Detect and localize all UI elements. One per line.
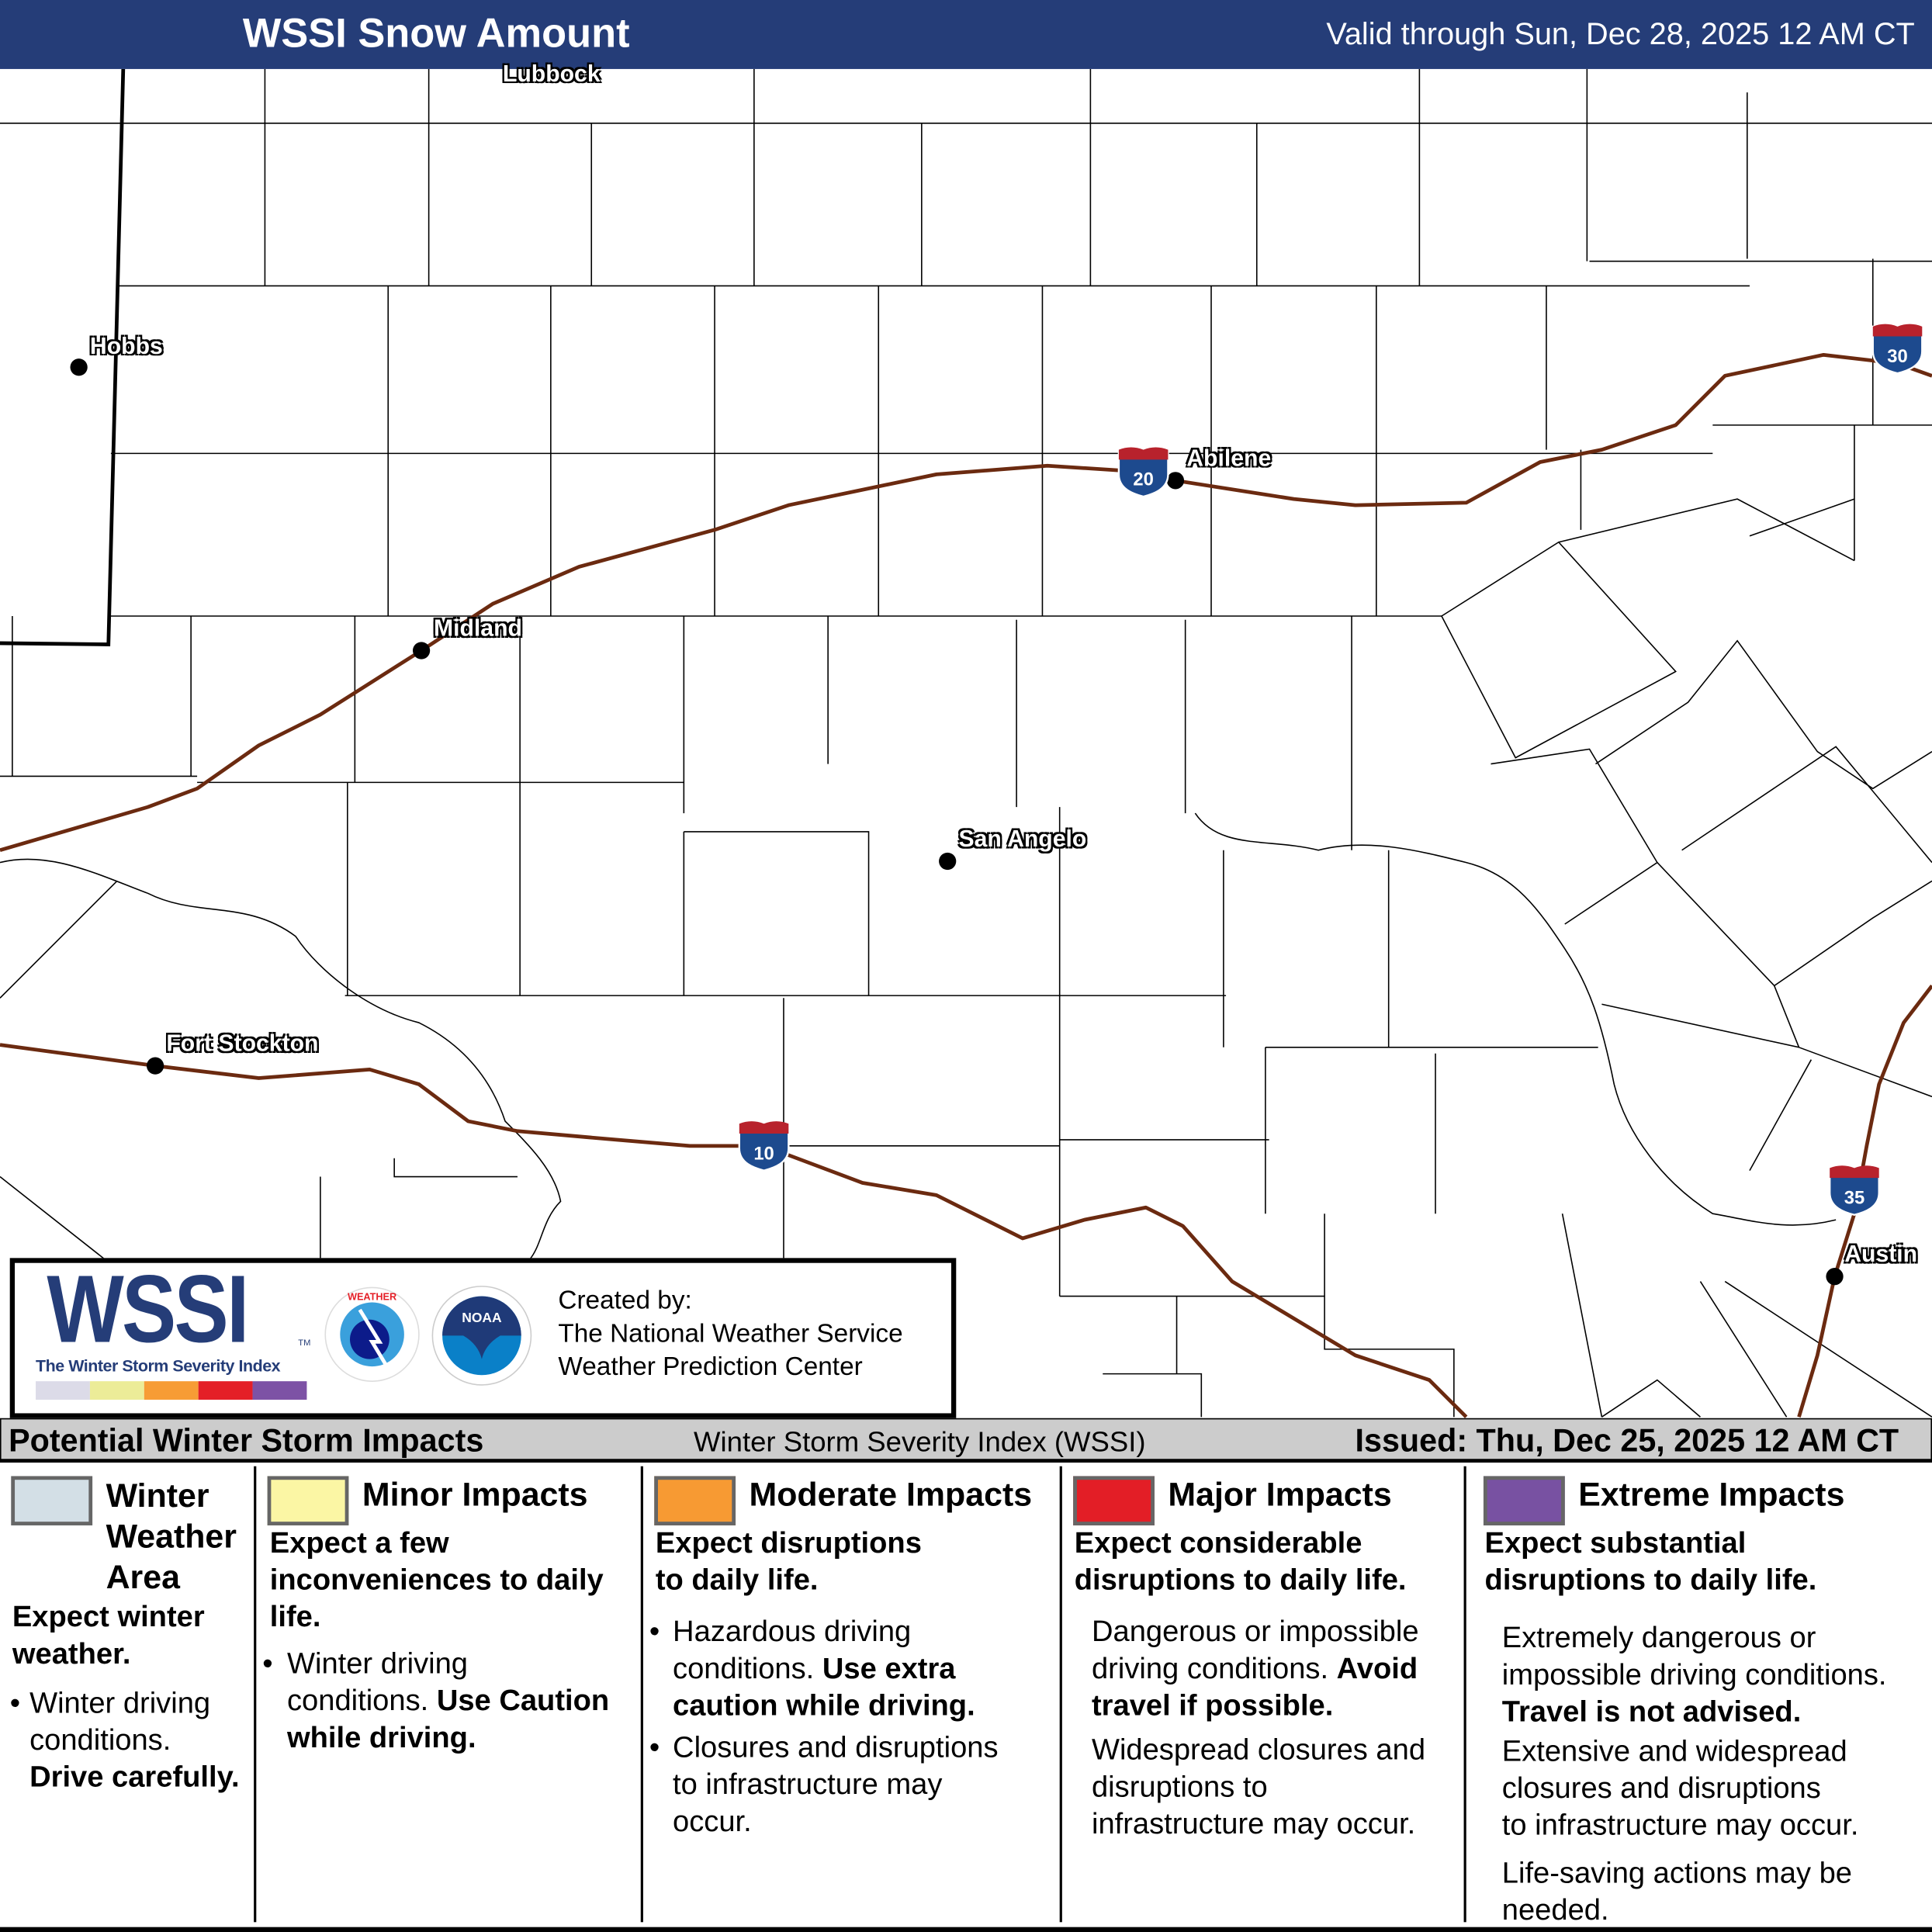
legend-label: Major Impacts (1168, 1476, 1392, 1514)
column-divider (1059, 1466, 1062, 1923)
abilene-dot (1166, 472, 1185, 490)
issued-time: Issued: Thu, Dec 25, 2025 12 AM CT (1355, 1421, 1899, 1459)
legend-body-2: Extensive and widespread closures and dis… (1501, 1734, 1859, 1843)
i30-label: 30 (1887, 346, 1908, 367)
legend-body: Winter driving conditions. Drive carefully… (29, 1686, 240, 1795)
i35-label: 35 (1844, 1187, 1864, 1208)
nws-logo-icon: WEATHER (324, 1286, 420, 1382)
org-wpc: Weather Prediction Center (558, 1352, 863, 1382)
org-nws: The National Weather Service (558, 1319, 903, 1349)
legend-body-2: Closures and disruptions to infrastructur… (673, 1731, 999, 1839)
interstate-shield-icon: 10 (738, 1121, 790, 1172)
legend-swatch (1483, 1476, 1565, 1525)
noaa-logo-icon: NOAA (431, 1286, 532, 1386)
county-lines (0, 68, 1932, 1418)
city-label-fort-stockton: Fort Stockton (166, 1031, 319, 1058)
trademark: TM (298, 1339, 311, 1349)
svg-text:WEATHER: WEATHER (348, 1291, 396, 1302)
legend-label: Extreme Impacts (1578, 1476, 1845, 1514)
city-dots (70, 358, 1844, 1286)
bullet-icon: • (262, 1647, 273, 1681)
legend-summary: Expect winter weather. (12, 1600, 205, 1671)
legend-summary: Expect disruptions to daily life. (655, 1526, 922, 1598)
austin-dot (1826, 1268, 1844, 1286)
city-label-san-angelo: San Angelo (958, 826, 1087, 853)
bullet-icon: • (9, 1686, 21, 1720)
scale-swatch (89, 1381, 144, 1400)
hobbs-dot (70, 358, 88, 376)
wssi-tagline: The Winter Storm Severity Index (36, 1356, 281, 1376)
interstate-shield-icon: 30 (1871, 324, 1923, 375)
legend-col-moderate: Moderate Impacts Expect disruptions to da… (643, 1464, 1060, 1923)
legend-summary: Expect a few inconveniences to daily life. (269, 1526, 604, 1634)
fort-stockton-dot (146, 1057, 164, 1075)
legend-body: Hazardous driving conditions. Use extra ca… (673, 1615, 975, 1723)
legend-label: Moderate Impacts (749, 1476, 1033, 1514)
bullet-icon: • (649, 1615, 660, 1649)
created-by-label: Created by: (558, 1286, 692, 1315)
i20-label: 20 (1133, 469, 1154, 490)
scale-swatch (144, 1381, 199, 1400)
legend-col-major: Major Impacts Expect considerable disrupt… (1062, 1464, 1464, 1923)
san-angelo-dot (939, 852, 957, 871)
i10-label: 10 (753, 1143, 774, 1164)
city-label-lubbock: Lubbock (502, 61, 601, 88)
legend-subtitle: Winter Storm Severity Index (WSSI) (694, 1425, 1146, 1458)
bottom-border (0, 1927, 1932, 1932)
interstate-shield-icon: 35 (1829, 1165, 1880, 1217)
legend-summary: Expect considerable disruptions to daily … (1074, 1526, 1407, 1598)
midland-dot (412, 642, 431, 660)
interstate-shield-icon: 20 (1117, 447, 1169, 498)
legend-body: Winter driving conditions. Use Caution whi… (287, 1647, 610, 1755)
column-divider (1463, 1466, 1466, 1923)
i10-route (0, 1043, 1468, 1418)
column-divider (254, 1466, 257, 1923)
legend-body-2: Widespread closures and disruptions to inf… (1091, 1733, 1426, 1841)
legend-swatch (267, 1476, 349, 1525)
credits-box: WSSI TM The Winter Storm Severity Index … (9, 1254, 957, 1418)
legend-swatch (1073, 1476, 1155, 1525)
legend-body-3: Life-saving actions may be needed. (1501, 1857, 1853, 1927)
legend-swatch (654, 1476, 736, 1525)
interstate-shields: 20 30 10 35 (738, 324, 1923, 1217)
wssi-logo: WSSI (47, 1254, 249, 1363)
header-bar: WSSI Snow Amount Valid through Sun, Dec … (0, 0, 1932, 69)
legend-title: Potential Winter Storm Impacts (9, 1421, 484, 1459)
city-label-hobbs: Hobbs (89, 334, 163, 360)
legend-label: Minor Impacts (362, 1476, 588, 1514)
bullet-icon: • (649, 1731, 660, 1765)
city-label-midland: Midland (433, 616, 522, 642)
scale-swatch (252, 1381, 307, 1400)
map-canvas: 20 30 10 35 (0, 68, 1932, 1418)
legend-header: Potential Winter Storm Impacts Winter St… (0, 1418, 1932, 1463)
created-by: Created by: The National Weather Service… (558, 1284, 902, 1384)
legend-col-extreme: Extreme Impacts Expect substantial disrup… (1466, 1464, 1932, 1927)
map-title: WSSI Snow Amount (242, 9, 630, 56)
legend-body: Dangerous or impossible driving condition… (1091, 1615, 1419, 1723)
legend-col-minor: Minor Impacts Expect a few inconveniences… (256, 1464, 640, 1923)
city-label-austin: Austin (1844, 1241, 1918, 1269)
state-line-nm-tx (0, 68, 126, 646)
legend-swatch (11, 1476, 93, 1525)
legend-summary: Expect substantial disruptions to daily l… (1484, 1526, 1817, 1598)
legend-col-winter-weather-area: Winter Weather Area Expect winter weather. … (0, 1464, 254, 1923)
city-label-abilene: Abilene (1186, 445, 1272, 473)
column-divider (640, 1466, 643, 1923)
legend-label: Winter Weather Area (106, 1477, 237, 1596)
severity-color-scale (36, 1381, 307, 1400)
noaa-text: NOAA (462, 1310, 502, 1325)
i20-route (0, 352, 1932, 853)
legend-body: Extremely dangerous or impossible driving… (1501, 1621, 1887, 1729)
scale-swatch (36, 1381, 90, 1400)
scale-swatch (198, 1381, 253, 1400)
valid-time: Valid through Sun, Dec 28, 2025 12 AM CT (1326, 17, 1915, 52)
